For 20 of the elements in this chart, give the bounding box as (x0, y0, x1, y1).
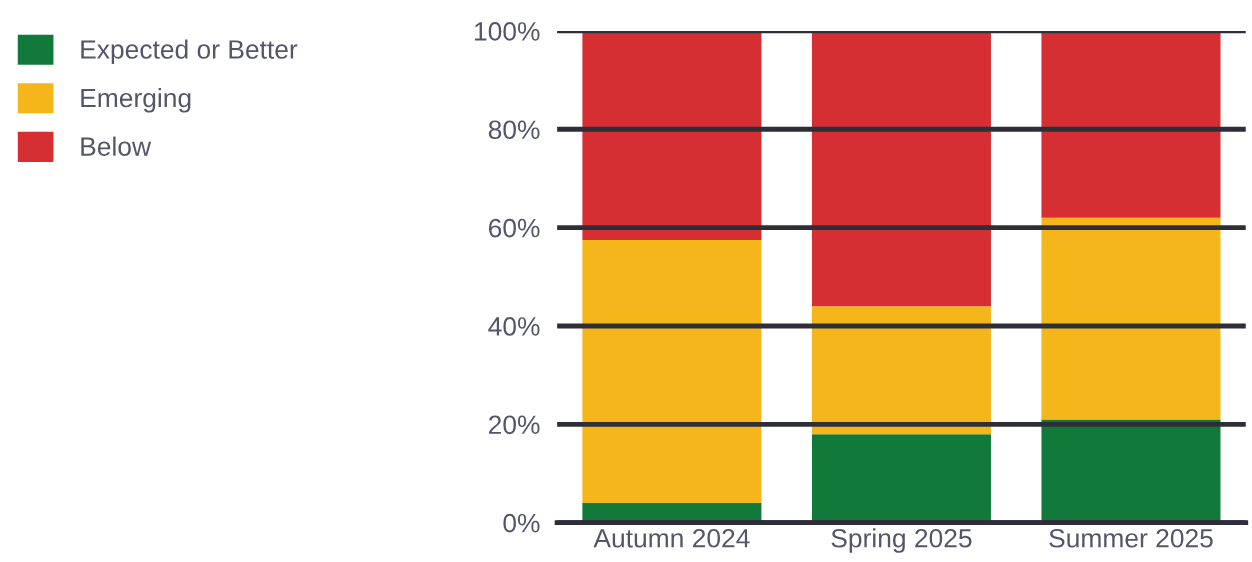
y-tick-label: 60% (489, 218, 540, 238)
y-tick-label: 100% (475, 22, 540, 41)
y-tick-label: 0% (503, 513, 540, 533)
bar (1041, 217, 1221, 420)
bar (582, 30, 762, 240)
bar (582, 239, 762, 503)
bar (1041, 30, 1221, 218)
legend-label: Below (81, 136, 152, 156)
y-tick-label: 20% (488, 415, 540, 435)
bar (811, 434, 991, 523)
x-tick-label: Spring 2025 (831, 528, 972, 553)
bar (1041, 419, 1221, 523)
x-tick-label: Autumn 2024 (593, 528, 750, 548)
legend-label: Emerging (81, 87, 191, 113)
legend-label: Expected or Better (81, 39, 298, 65)
x-tick-label: Summer 2025 (1049, 528, 1213, 548)
y-tick-label: 40% (488, 317, 540, 336)
y-tick-label: 80% (488, 120, 540, 140)
bar (811, 30, 991, 307)
bar (811, 306, 991, 435)
